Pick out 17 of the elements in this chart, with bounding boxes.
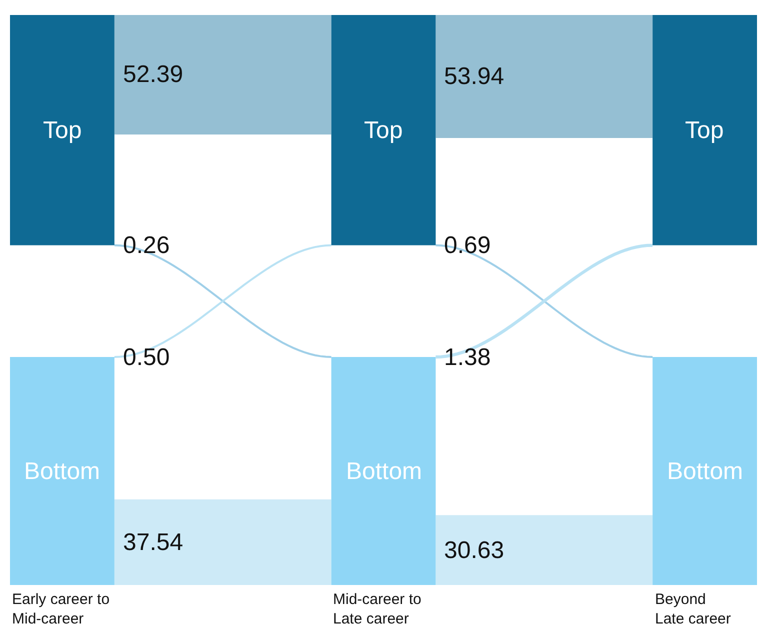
data-label: 0.50: [123, 344, 170, 371]
data-label: 30.63: [444, 537, 504, 564]
category-label: Mid-career to Late career: [333, 591, 422, 628]
category-label: Bottom: [346, 458, 422, 485]
category-label: Early career to Mid-career: [12, 591, 110, 628]
data-label: 37.54: [123, 529, 184, 556]
data-label: 0.69: [444, 232, 491, 259]
data-label: 52.39: [123, 61, 184, 88]
data-label: 0.26: [123, 232, 170, 259]
category-label: Bottom: [667, 458, 744, 485]
data-label: 1.38: [444, 344, 491, 371]
category-label: Top: [685, 117, 724, 144]
category-label: Top: [364, 117, 403, 144]
data-label: 53.94: [444, 63, 504, 90]
category-label: Top: [43, 117, 82, 144]
category-label: Bottom: [24, 458, 100, 485]
category-label: Beyond Late career: [655, 591, 731, 628]
